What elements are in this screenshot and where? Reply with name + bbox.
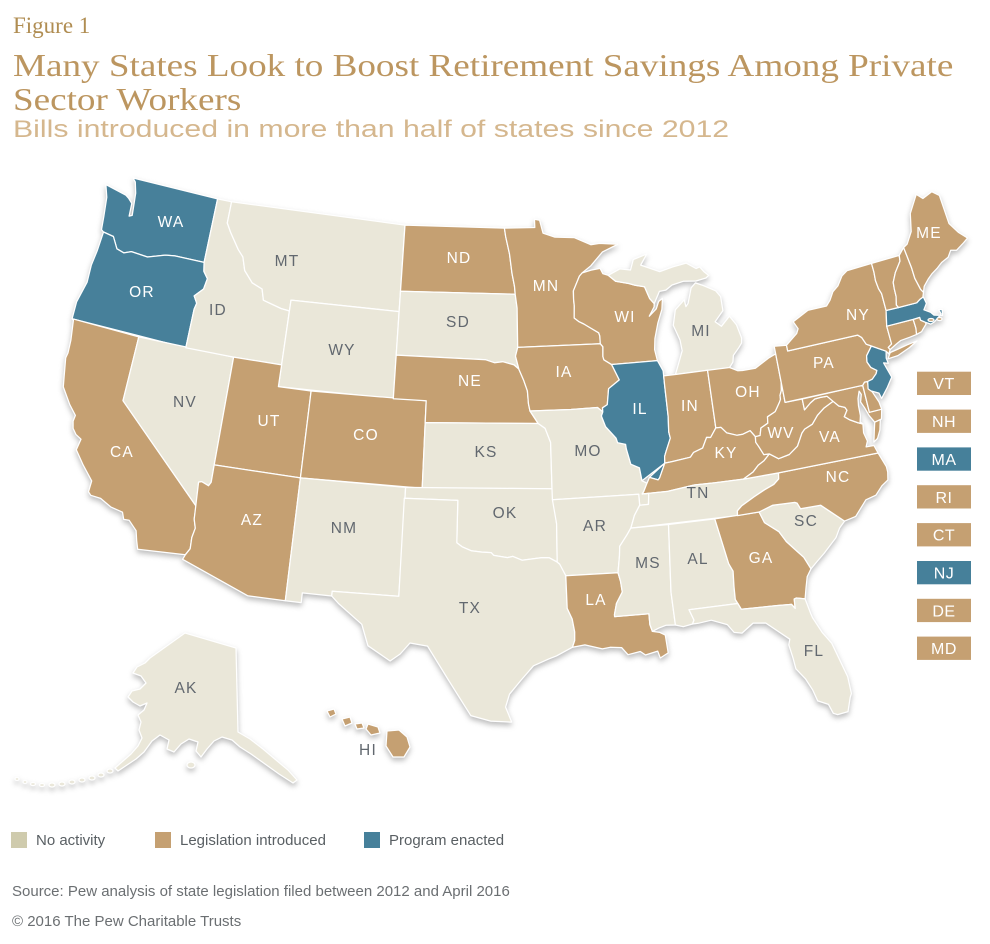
svg-text:MS: MS — [635, 555, 661, 572]
svg-text:SC: SC — [794, 513, 818, 530]
svg-text:MN: MN — [533, 278, 560, 295]
svg-text:NE: NE — [458, 373, 482, 390]
svg-text:NY: NY — [846, 307, 870, 324]
svg-text:CA: CA — [110, 444, 134, 461]
svg-text:NH: NH — [932, 414, 956, 431]
svg-text:LA: LA — [585, 592, 606, 609]
svg-text:IN: IN — [681, 398, 699, 415]
svg-text:NJ: NJ — [934, 566, 955, 583]
svg-text:MO: MO — [574, 443, 601, 460]
svg-text:IA: IA — [555, 364, 572, 381]
svg-text:TN: TN — [686, 485, 709, 502]
svg-text:AZ: AZ — [241, 512, 263, 529]
svg-text:ID: ID — [209, 302, 227, 319]
svg-text:KY: KY — [714, 445, 737, 462]
svg-text:CT: CT — [933, 528, 955, 545]
svg-text:OK: OK — [493, 505, 518, 522]
svg-text:NC: NC — [826, 469, 851, 486]
svg-text:WI: WI — [614, 309, 635, 326]
svg-text:FL: FL — [804, 643, 825, 660]
svg-text:AK: AK — [174, 680, 197, 697]
svg-text:NV: NV — [173, 394, 197, 411]
svg-text:ME: ME — [916, 225, 942, 242]
svg-text:WY: WY — [328, 342, 355, 359]
svg-text:CO: CO — [353, 427, 379, 444]
svg-text:MD: MD — [931, 641, 957, 658]
svg-text:HI: HI — [359, 742, 377, 759]
svg-text:OH: OH — [735, 384, 761, 401]
svg-text:TX: TX — [459, 600, 481, 617]
svg-text:WA: WA — [158, 214, 185, 231]
svg-text:DE: DE — [932, 603, 955, 620]
svg-text:VA: VA — [819, 429, 841, 446]
svg-text:SD: SD — [446, 314, 470, 331]
svg-text:ND: ND — [447, 250, 472, 267]
svg-text:UT: UT — [257, 413, 280, 430]
svg-text:GA: GA — [749, 550, 774, 567]
svg-text:MI: MI — [691, 323, 711, 340]
svg-text:OR: OR — [129, 284, 155, 301]
svg-text:MA: MA — [932, 452, 957, 469]
svg-text:WV: WV — [767, 425, 794, 442]
svg-text:VT: VT — [933, 376, 954, 393]
svg-text:PA: PA — [813, 355, 835, 372]
svg-text:IL: IL — [632, 401, 647, 418]
svg-text:MT: MT — [275, 253, 300, 270]
svg-text:NM: NM — [331, 520, 358, 537]
svg-text:RI: RI — [936, 490, 953, 507]
svg-text:KS: KS — [474, 444, 497, 461]
svg-text:AR: AR — [583, 518, 607, 535]
svg-text:AL: AL — [687, 551, 708, 568]
